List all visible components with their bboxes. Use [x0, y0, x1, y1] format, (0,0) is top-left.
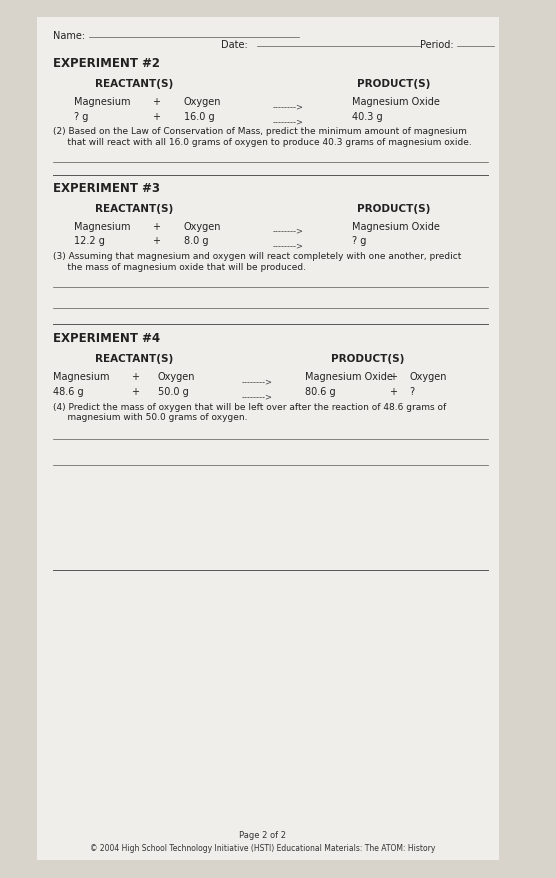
Text: REACTANT(S): REACTANT(S) — [95, 204, 173, 213]
Text: © 2004 High School Technology Initiative (HSTI) Educational Materials: The ATOM:: © 2004 High School Technology Initiative… — [90, 843, 435, 852]
Text: -------->: --------> — [273, 102, 304, 111]
Text: ? g: ? g — [352, 236, 366, 246]
Text: -------->: --------> — [273, 241, 304, 250]
Text: (3) Assuming that magnesium and oxygen will react completely with one another, p: (3) Assuming that magnesium and oxygen w… — [52, 252, 461, 271]
Text: Magnesium Oxide: Magnesium Oxide — [352, 221, 440, 231]
Text: 16.0 g: 16.0 g — [184, 112, 215, 121]
Text: (4) Predict the mass of oxygen that will be left over after the reaction of 48.6: (4) Predict the mass of oxygen that will… — [52, 402, 446, 421]
Text: REACTANT(S): REACTANT(S) — [95, 354, 173, 363]
Text: (2) Based on the Law of Conservation of Mass, predict the minimum amount of magn: (2) Based on the Law of Conservation of … — [52, 127, 471, 147]
Text: 8.0 g: 8.0 g — [184, 236, 208, 246]
Text: -------->: --------> — [241, 392, 272, 400]
Text: +: + — [152, 97, 160, 106]
Text: +: + — [389, 386, 396, 396]
Text: EXPERIMENT #2: EXPERIMENT #2 — [52, 57, 160, 70]
Text: ?: ? — [410, 386, 415, 396]
Text: +: + — [389, 371, 396, 381]
Text: +: + — [152, 236, 160, 246]
Text: +: + — [152, 112, 160, 121]
Text: +: + — [152, 221, 160, 231]
Text: ? g: ? g — [73, 112, 88, 121]
Text: Period:: Period: — [420, 40, 454, 49]
Text: Magnesium: Magnesium — [73, 221, 130, 231]
Text: Magnesium: Magnesium — [52, 371, 109, 381]
Text: REACTANT(S): REACTANT(S) — [95, 79, 173, 89]
Text: -------->: --------> — [241, 377, 272, 385]
Text: PRODUCT(S): PRODUCT(S) — [331, 354, 404, 363]
FancyBboxPatch shape — [37, 18, 499, 860]
Text: 50.0 g: 50.0 g — [157, 386, 188, 396]
Text: Oxygen: Oxygen — [410, 371, 447, 381]
Text: 48.6 g: 48.6 g — [52, 386, 83, 396]
Text: Magnesium: Magnesium — [73, 97, 130, 106]
Text: EXPERIMENT #3: EXPERIMENT #3 — [52, 182, 160, 195]
Text: 80.6 g: 80.6 g — [305, 386, 335, 396]
Text: Oxygen: Oxygen — [157, 371, 195, 381]
Text: -------->: --------> — [273, 117, 304, 126]
Text: Magnesium Oxide: Magnesium Oxide — [352, 97, 440, 106]
Text: Date:: Date: — [221, 40, 247, 49]
Text: +: + — [131, 371, 139, 381]
Text: 40.3 g: 40.3 g — [352, 112, 383, 121]
Text: -------->: --------> — [273, 227, 304, 235]
Text: Magnesium Oxide: Magnesium Oxide — [305, 371, 393, 381]
Text: Name:: Name: — [52, 31, 85, 40]
Text: +: + — [131, 386, 139, 396]
Text: Oxygen: Oxygen — [184, 97, 221, 106]
Text: PRODUCT(S): PRODUCT(S) — [357, 79, 430, 89]
Text: Oxygen: Oxygen — [184, 221, 221, 231]
Text: PRODUCT(S): PRODUCT(S) — [357, 204, 430, 213]
Text: Page 2 of 2: Page 2 of 2 — [239, 830, 286, 838]
Text: EXPERIMENT #4: EXPERIMENT #4 — [52, 332, 160, 345]
Text: 12.2 g: 12.2 g — [73, 236, 105, 246]
